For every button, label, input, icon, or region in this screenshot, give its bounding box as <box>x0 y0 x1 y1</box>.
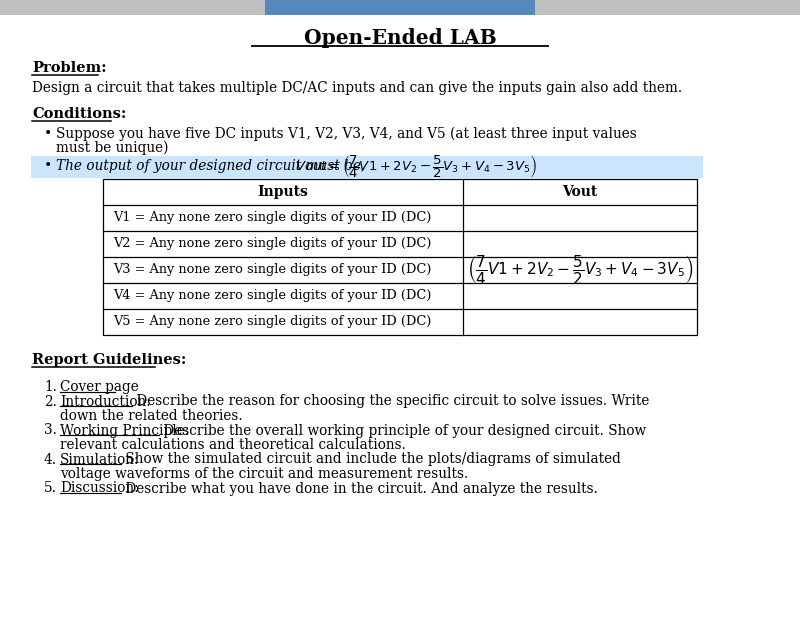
Bar <box>0 0 800 15</box>
Text: V2 = Any none zero single digits of your ID (DC): V2 = Any none zero single digits of your… <box>113 237 431 250</box>
Text: V5 = Any none zero single digits of your ID (DC): V5 = Any none zero single digits of your… <box>113 315 431 329</box>
Text: $\mathit{Vout} = \left(\dfrac{7}{4}V1 + 2V_2 - \dfrac{5}{2}V_3 + V_4 - 3V_5\righ: $\mathit{Vout} = \left(\dfrac{7}{4}V1 + … <box>295 153 538 179</box>
Text: Design a circuit that takes multiple DC/AC inputs and can give the inputs gain a: Design a circuit that takes multiple DC/… <box>32 81 682 95</box>
Text: Vout: Vout <box>562 185 598 199</box>
Text: Describe the overall working principle of your designed circuit. Show: Describe the overall working principle o… <box>159 424 646 438</box>
Text: Describe what you have done in the circuit. And analyze the results.: Describe what you have done in the circu… <box>121 481 598 496</box>
Text: Report Guidelines:: Report Guidelines: <box>32 353 186 367</box>
Bar <box>265 0 535 15</box>
Text: 3.: 3. <box>44 424 57 438</box>
Text: must be unique): must be unique) <box>56 141 169 155</box>
Text: Show the simulated circuit and include the plots/diagrams of simulated: Show the simulated circuit and include t… <box>121 453 621 466</box>
Text: V3 = Any none zero single digits of your ID (DC): V3 = Any none zero single digits of your… <box>113 263 431 276</box>
Text: relevant calculations and theoretical calculations.: relevant calculations and theoretical ca… <box>60 438 406 452</box>
Bar <box>103 179 697 335</box>
Text: V4 = Any none zero single digits of your ID (DC): V4 = Any none zero single digits of your… <box>113 289 431 302</box>
Text: Describe the reason for choosing the specific circuit to solve issues. Write: Describe the reason for choosing the spe… <box>132 394 649 409</box>
Text: Cover page: Cover page <box>60 380 138 394</box>
Text: 2.: 2. <box>44 394 57 409</box>
Bar <box>31 156 703 178</box>
Text: down the related theories.: down the related theories. <box>60 409 242 423</box>
Text: •: • <box>44 159 52 173</box>
Text: Inputs: Inputs <box>258 185 309 199</box>
Text: 4.: 4. <box>44 453 57 466</box>
Text: Working Principle:: Working Principle: <box>60 424 190 438</box>
Text: 5.: 5. <box>44 481 57 496</box>
Text: V1 = Any none zero single digits of your ID (DC): V1 = Any none zero single digits of your… <box>113 212 431 225</box>
Text: 1.: 1. <box>44 380 57 394</box>
Text: Open-Ended LAB: Open-Ended LAB <box>304 28 496 48</box>
Text: $\left(\dfrac{7}{4}V1 + 2V_2 - \dfrac{5}{2}V_3 + V_4 - 3V_5\right)$: $\left(\dfrac{7}{4}V1 + 2V_2 - \dfrac{5}… <box>466 253 694 286</box>
Text: The output of your designed circuit must be,: The output of your designed circuit must… <box>56 159 370 173</box>
Text: Problem:: Problem: <box>32 61 106 75</box>
Text: Conditions:: Conditions: <box>32 107 126 121</box>
Text: Introduction:: Introduction: <box>60 394 150 409</box>
Text: Discussion:: Discussion: <box>60 481 138 496</box>
Text: voltage waveforms of the circuit and measurement results.: voltage waveforms of the circuit and mea… <box>60 467 468 481</box>
Text: Suppose you have five DC inputs V1, V2, V3, V4, and V5 (at least three input val: Suppose you have five DC inputs V1, V2, … <box>56 127 637 141</box>
Text: Simulation:: Simulation: <box>60 453 139 466</box>
Text: •: • <box>44 127 52 141</box>
